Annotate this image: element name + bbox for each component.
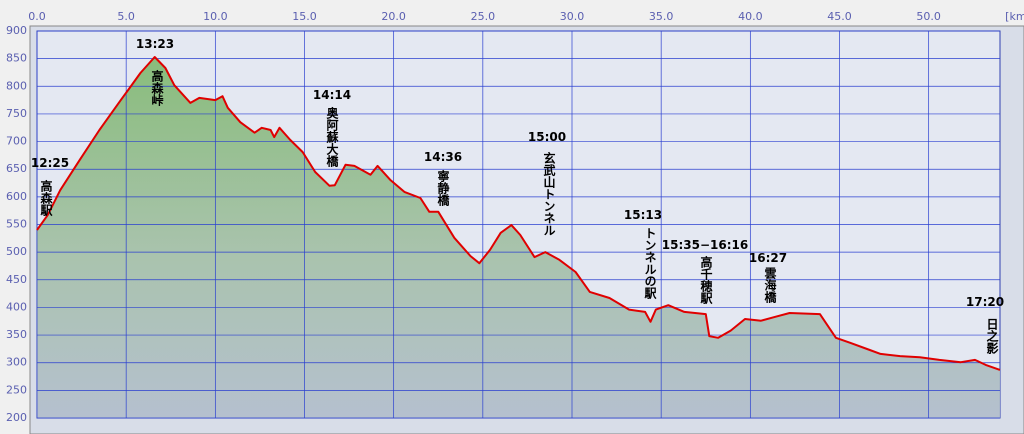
x-tick-label: 0.0 — [28, 10, 46, 23]
y-tick-label: 750 — [6, 107, 27, 120]
annotation-time: 15:13 — [623, 208, 663, 222]
y-tick-label: 250 — [6, 383, 27, 396]
y-tick-label: 550 — [6, 218, 27, 231]
x-tick-label: 35.0 — [649, 10, 674, 23]
x-tick-label: 5.0 — [117, 10, 135, 23]
annotation-label: 玄武山トンネル — [542, 152, 556, 236]
y-tick-label: 400 — [6, 300, 27, 313]
annotation-time: 15:00 — [527, 130, 567, 144]
x-tick-label: 40.0 — [738, 10, 763, 23]
y-tick-label: 900 — [6, 24, 27, 37]
annotation-label: トンネルの駅 — [643, 227, 657, 299]
annotation-label: 奥阿蘇大橋 — [325, 107, 339, 167]
y-tick-label: 700 — [6, 135, 27, 148]
x-tick-label: 45.0 — [827, 10, 852, 23]
y-tick-label: 600 — [6, 190, 27, 203]
y-tick-label: 300 — [6, 356, 27, 369]
annotation-label: 高森駅 — [39, 180, 53, 216]
annotation-time: 14:36 — [423, 150, 463, 164]
annotation-time: 16:27 — [748, 251, 788, 265]
x-axis-label: [km] — [1005, 10, 1024, 23]
annotation-label: 雲海橋 — [763, 267, 777, 303]
x-tick-label: 10.0 — [203, 10, 228, 23]
y-tick-label: 500 — [6, 245, 27, 258]
y-tick-label: 350 — [6, 328, 27, 341]
area-fill — [37, 57, 1000, 418]
x-tick-label: 30.0 — [560, 10, 585, 23]
y-tick-label: 450 — [6, 273, 27, 286]
annotation-time: 13:23 — [135, 37, 175, 51]
elevation-line — [36, 56, 1001, 371]
annotation-label: 日之影 — [985, 318, 999, 354]
x-tick-label: 15.0 — [292, 10, 317, 23]
y-tick-label: 200 — [6, 411, 27, 424]
y-tick-label: 800 — [6, 79, 27, 92]
y-tick-label: 650 — [6, 162, 27, 175]
x-tick-label: 50.0 — [916, 10, 941, 23]
x-tick-label: 25.0 — [471, 10, 496, 23]
annotation-time: 14:14 — [312, 88, 352, 102]
annotation-time: 17:20 — [965, 295, 1005, 309]
annotation-label: 寧静橋 — [436, 170, 450, 206]
y-tick-label: 850 — [6, 52, 27, 65]
annotation-label: 高森峠 — [150, 70, 164, 106]
annotation-time: 15:35−16:16 — [661, 238, 749, 252]
annotation-label: 高千穂駅 — [699, 256, 713, 304]
x-tick-label: 20.0 — [381, 10, 406, 23]
annotation-time: 12:25 — [30, 156, 70, 170]
